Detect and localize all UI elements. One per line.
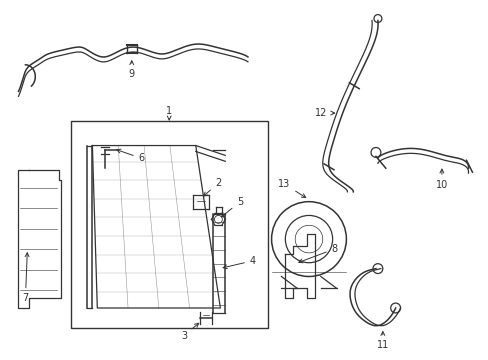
Text: 4: 4 <box>223 256 255 269</box>
Text: 12: 12 <box>314 108 334 118</box>
Text: 11: 11 <box>376 332 388 350</box>
Text: 5: 5 <box>221 197 243 217</box>
Text: 6: 6 <box>117 149 144 163</box>
Text: 9: 9 <box>128 61 135 79</box>
Text: 2: 2 <box>203 178 221 196</box>
Text: 13: 13 <box>278 179 305 198</box>
Text: 8: 8 <box>298 244 337 263</box>
Text: 7: 7 <box>22 253 29 303</box>
Text: 10: 10 <box>435 169 447 190</box>
Text: 3: 3 <box>181 323 198 341</box>
Text: 1: 1 <box>166 106 172 120</box>
Bar <box>71 121 267 328</box>
